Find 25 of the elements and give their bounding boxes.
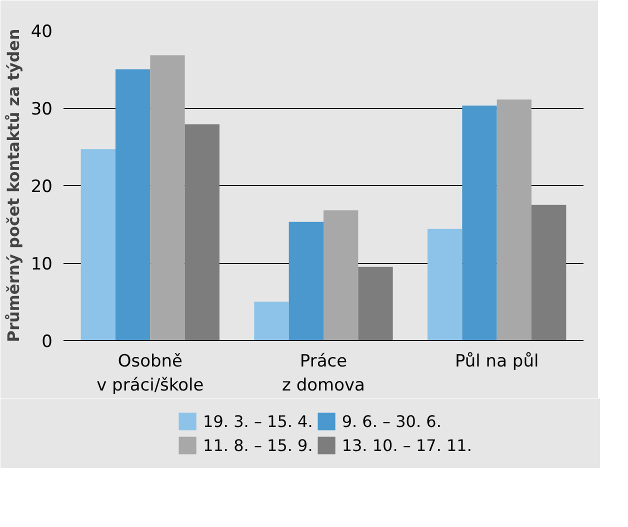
x-tick-label: Práce z domova (282, 352, 365, 396)
x-tick-label: Osobně v práci/škole (96, 352, 204, 396)
y-tick-label: 30 (30, 100, 53, 120)
bar (532, 204, 566, 340)
legend-label: 9. 6. – 30. 6. (342, 412, 442, 430)
bar (288, 222, 324, 340)
bar (184, 124, 220, 340)
y-tick-label: 0 (42, 332, 53, 352)
bar (150, 55, 185, 340)
bar (428, 228, 462, 340)
y-tick-label: 40 (30, 22, 53, 42)
bar (80, 149, 116, 340)
y-tick-label: 20 (30, 177, 53, 197)
legend-label: 13. 10. – 17. 11. (342, 436, 472, 454)
y-axis-title: Průměrný počet kontaktů za týden (4, 28, 23, 342)
bar (254, 302, 289, 340)
bar (358, 266, 393, 340)
legend-label: 11. 8. – 15. 9. (203, 436, 313, 454)
bar (324, 210, 358, 340)
x-tick-label: Půl na půl (454, 352, 539, 372)
bar (496, 99, 532, 340)
bar (116, 69, 150, 340)
y-tick-label: 10 (30, 254, 53, 274)
legend-label: 19. 3. – 15. 4. (203, 412, 313, 430)
bar (462, 106, 497, 340)
